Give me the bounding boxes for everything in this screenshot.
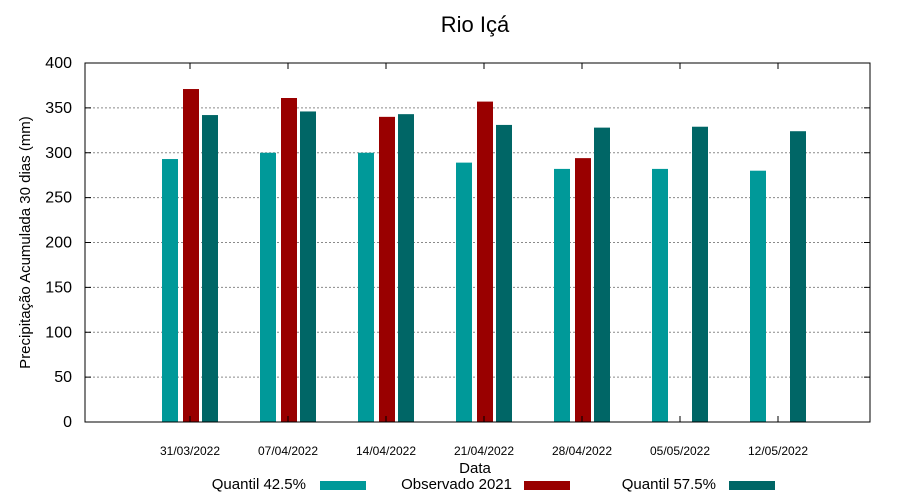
bar xyxy=(379,116,395,422)
bar xyxy=(692,126,708,422)
bars xyxy=(162,89,806,423)
bar xyxy=(790,131,806,422)
x-axis: 31/03/2022 07/04/2022 14/04/2022 21/04/2022… xyxy=(160,63,808,458)
x-tick-label: 12/05/2022 xyxy=(748,444,808,458)
bar xyxy=(398,114,414,422)
y-tick-label: 250 xyxy=(45,190,72,207)
x-axis-label: Data xyxy=(459,460,491,477)
x-tick-label: 31/03/2022 xyxy=(160,444,220,458)
y-tick-label: 50 xyxy=(54,369,72,386)
legend: Quantil 42.5% Observado 2021 Quantil 57.5% xyxy=(212,476,775,493)
legend-swatch xyxy=(524,481,570,490)
bar xyxy=(594,127,610,423)
bar xyxy=(652,168,668,422)
legend-entry: Observado 2021 xyxy=(401,476,512,493)
bar xyxy=(202,115,218,423)
y-axis: 0 50 100 150 200 250 300 350 400 xyxy=(45,55,870,431)
legend-swatch xyxy=(320,481,366,490)
bar xyxy=(281,98,297,422)
legend-swatch xyxy=(729,481,775,490)
x-tick-label: 21/04/2022 xyxy=(454,444,514,458)
x-tick-label: 05/05/2022 xyxy=(650,444,710,458)
y-tick-label: 100 xyxy=(45,324,72,341)
bar xyxy=(456,162,472,422)
bar xyxy=(575,158,591,422)
chart-title: Rio Içá xyxy=(441,12,510,37)
x-tick-label: 28/04/2022 xyxy=(552,444,612,458)
bar xyxy=(750,170,766,422)
bar xyxy=(477,101,493,422)
y-tick-label: 400 xyxy=(45,55,72,72)
bar xyxy=(496,124,512,423)
y-tick-label: 150 xyxy=(45,279,72,296)
y-tick-label: 0 xyxy=(63,414,72,431)
x-tick-label: 14/04/2022 xyxy=(356,444,416,458)
y-tick-label: 300 xyxy=(45,145,72,162)
legend-entry: Quantil 42.5% xyxy=(212,476,306,493)
bar xyxy=(554,168,570,422)
y-axis-label: Precipitação Acumulada 30 dias (mm) xyxy=(17,116,34,369)
x-tick-label: 07/04/2022 xyxy=(258,444,318,458)
legend-entry: Quantil 57.5% xyxy=(622,476,716,493)
bar xyxy=(358,152,374,422)
y-tick-label: 200 xyxy=(45,235,72,252)
y-tick-label: 350 xyxy=(45,100,72,117)
bar xyxy=(300,111,316,422)
bar xyxy=(162,159,178,422)
bar xyxy=(260,152,276,422)
bar xyxy=(183,89,199,422)
